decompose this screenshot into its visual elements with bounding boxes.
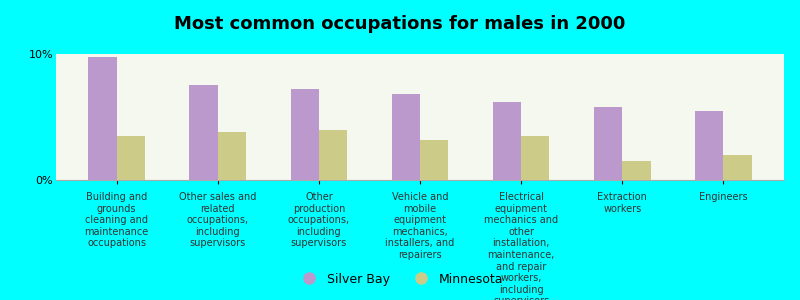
Legend: Silver Bay, Minnesota: Silver Bay, Minnesota — [292, 268, 508, 291]
Bar — [420, 140, 448, 180]
Bar — [392, 94, 420, 180]
Bar — [622, 161, 650, 180]
Text: Other
production
occupations,
including
supervisors: Other production occupations, including … — [288, 192, 350, 248]
Text: Electrical
equipment
mechanics and
other
installation,
maintenance,
and repair
w: Electrical equipment mechanics and other… — [484, 192, 558, 300]
Bar — [88, 56, 117, 180]
Bar — [493, 102, 521, 180]
Bar — [521, 136, 550, 180]
Bar — [218, 132, 246, 180]
Bar — [594, 107, 622, 180]
Text: Vehicle and
mobile
equipment
mechanics,
installers, and
repairers: Vehicle and mobile equipment mechanics, … — [386, 192, 454, 260]
Text: Engineers: Engineers — [699, 192, 748, 202]
Text: Other sales and
related
occupations,
including
supervisors: Other sales and related occupations, inc… — [179, 192, 257, 248]
Bar — [723, 155, 752, 180]
Text: Most common occupations for males in 2000: Most common occupations for males in 200… — [174, 15, 626, 33]
Bar — [190, 85, 218, 180]
Bar — [695, 111, 723, 180]
Text: Extraction
workers: Extraction workers — [598, 192, 647, 214]
Bar — [117, 136, 145, 180]
Bar — [319, 130, 347, 180]
Text: Building and
grounds
cleaning and
maintenance
occupations: Building and grounds cleaning and mainte… — [85, 192, 149, 248]
Bar — [290, 89, 319, 180]
